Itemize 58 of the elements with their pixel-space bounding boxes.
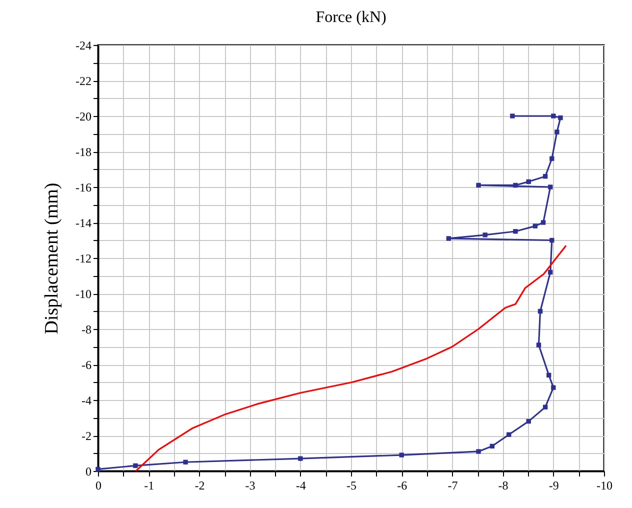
y-tick-label: -8 <box>82 322 92 336</box>
point <box>506 432 512 437</box>
point <box>482 232 488 238</box>
point <box>532 224 538 228</box>
point <box>542 174 548 179</box>
y-tick-label: -14 <box>76 216 92 230</box>
y-tick-label: -18 <box>76 145 92 159</box>
point <box>540 220 546 225</box>
point <box>548 184 553 190</box>
y-tick-label: 0 <box>86 464 92 478</box>
point <box>550 238 554 243</box>
x-tick-label: -3 <box>245 478 256 492</box>
x-tick-label: -5 <box>346 478 356 492</box>
point <box>526 418 531 424</box>
y-tick-label: -2 <box>82 429 92 443</box>
point <box>490 444 495 448</box>
point <box>133 463 138 468</box>
point <box>542 404 548 410</box>
point <box>526 179 531 184</box>
y-tick-label: -24 <box>76 38 92 52</box>
x-tick-label: -2 <box>194 478 205 492</box>
y-tick-label: -6 <box>82 358 92 372</box>
x-tick-label: -7 <box>448 478 458 492</box>
x-tick-label: -10 <box>596 478 612 492</box>
point <box>550 156 554 161</box>
x-axis-title: Force (kN) <box>316 9 386 26</box>
x-tick-label: 0 <box>96 478 102 492</box>
point <box>510 114 515 118</box>
point <box>536 342 542 348</box>
point <box>551 114 556 118</box>
point <box>96 466 100 472</box>
x-tick-label: -4 <box>296 478 306 492</box>
point <box>298 456 303 461</box>
point <box>546 372 552 378</box>
y-tick-label: -10 <box>76 287 92 301</box>
point <box>554 130 560 134</box>
x-tick-label: -8 <box>498 478 508 492</box>
y-tick-label: -20 <box>76 110 92 124</box>
y-tick-label: -12 <box>76 252 92 266</box>
point <box>513 229 518 234</box>
line-series <box>135 244 567 471</box>
y-tick-label: -22 <box>76 74 92 88</box>
x-tick-label: -9 <box>548 478 559 492</box>
point <box>476 449 481 454</box>
point <box>548 270 553 275</box>
point <box>538 308 543 314</box>
point <box>183 460 188 464</box>
y-tick-label: -4 <box>82 394 92 408</box>
y-tick-label: -16 <box>76 180 92 194</box>
point <box>558 115 563 120</box>
point <box>446 236 452 241</box>
x-tick-label: -6 <box>397 478 408 492</box>
point <box>399 452 404 458</box>
point <box>513 182 518 188</box>
x-tick-label: -1 <box>144 478 154 492</box>
point <box>551 385 556 390</box>
y-axis-title: Displacement (mm) <box>42 182 63 334</box>
point <box>476 182 481 188</box>
